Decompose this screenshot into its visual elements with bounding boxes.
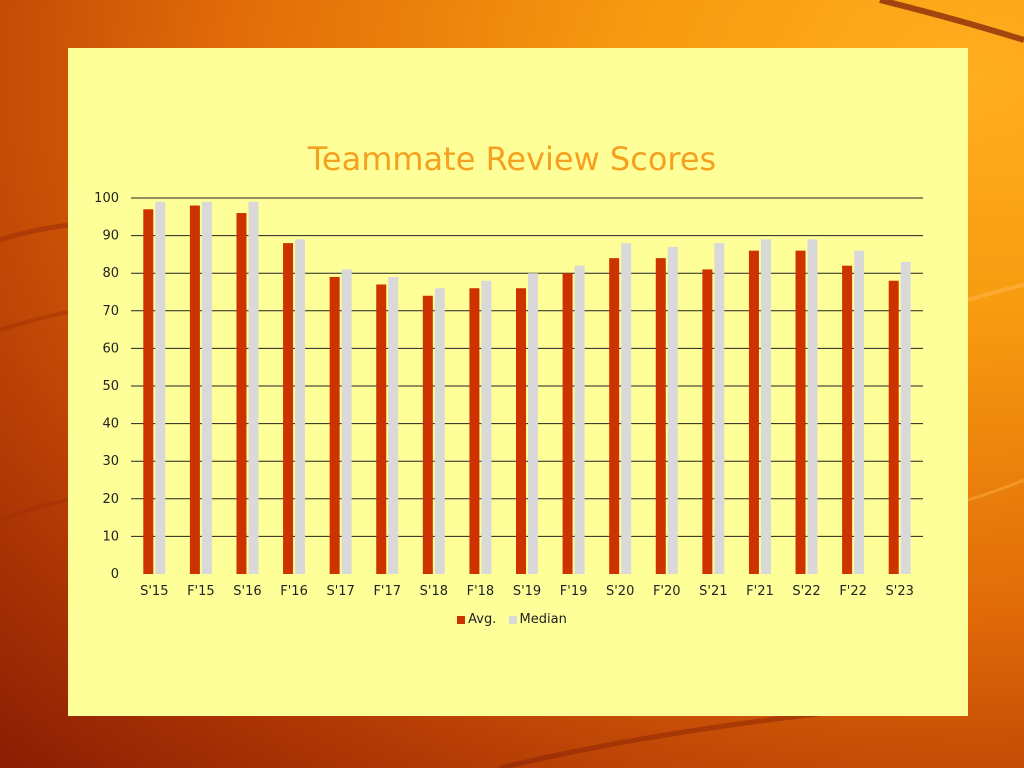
legend-label-median: Median [519, 612, 567, 627]
legend-item-median: Median [508, 612, 567, 627]
x-tick-label: F'21 [746, 584, 774, 599]
y-tick-label: 40 [102, 417, 119, 432]
bar-median [434, 288, 445, 574]
y-tick-label: 50 [102, 379, 119, 394]
x-tick-label: S'18 [420, 584, 448, 599]
x-tick-label: S'15 [140, 584, 168, 599]
bar-avg [422, 295, 433, 574]
bar-median [201, 201, 212, 574]
y-tick-label: 30 [102, 454, 119, 469]
bar-median [900, 261, 911, 574]
bar-median [341, 269, 352, 574]
bar-avg [702, 269, 713, 574]
x-tick-label: F'17 [373, 584, 401, 599]
bar-median [248, 201, 259, 574]
bar-median [714, 243, 725, 574]
bar-median [155, 201, 166, 574]
x-tick-label: S'23 [886, 584, 914, 599]
bar-avg [655, 258, 666, 574]
bar-avg [376, 284, 387, 574]
y-tick-label: 20 [102, 492, 119, 507]
x-tick-label: S'17 [326, 584, 354, 599]
y-tick-label: 100 [94, 191, 119, 206]
bar-median [481, 280, 492, 574]
bar-avg [609, 258, 620, 574]
bar-avg [329, 276, 340, 574]
bar-median [807, 239, 818, 575]
bar-avg [562, 273, 573, 574]
x-tick-label: S'21 [699, 584, 727, 599]
bar-median [760, 239, 771, 575]
bar-median [528, 273, 538, 574]
bar-avg [143, 209, 154, 574]
x-tick-label: F'15 [187, 584, 215, 599]
bar-median [388, 276, 399, 574]
y-tick-label: 90 [102, 229, 119, 244]
y-tick-label: 70 [102, 304, 119, 319]
legend-swatch-median [508, 615, 517, 624]
bar-avg [189, 205, 200, 574]
y-tick-label: 60 [102, 341, 119, 356]
bar-median [621, 243, 632, 574]
legend-label-avg: Avg. [468, 612, 497, 627]
x-tick-label: F'16 [280, 584, 308, 599]
legend-swatch-avg [457, 615, 466, 624]
bar-avg [236, 213, 247, 575]
x-tick-label: F'20 [653, 584, 681, 599]
bar-median [667, 246, 678, 574]
bar-avg [888, 280, 899, 574]
bar-median [574, 265, 585, 574]
bar-median [295, 239, 306, 575]
chart-title: Teammate Review Scores [307, 140, 717, 178]
x-tick-label: S'16 [233, 584, 261, 599]
bar-avg [795, 250, 806, 574]
bar-avg [283, 243, 294, 574]
legend-item-avg: Avg. [457, 612, 496, 627]
x-tick-label: F'22 [839, 584, 867, 599]
bar-avg [748, 250, 759, 574]
y-tick-label: 0 [111, 567, 119, 582]
x-tick-label: F'19 [560, 584, 588, 599]
x-tick-label: S'22 [792, 584, 820, 599]
y-tick-label: 80 [102, 266, 119, 281]
y-tick-label: 10 [102, 529, 119, 544]
bar-avg [469, 288, 480, 574]
bar-median [854, 250, 865, 574]
x-tick-label: S'19 [513, 584, 541, 599]
bar-avg [516, 288, 526, 574]
bar-avg [842, 265, 853, 574]
x-tick-label: F'18 [467, 584, 495, 599]
chart-legend: Avg. Median [0, 612, 1024, 628]
x-tick-label: S'20 [606, 584, 634, 599]
